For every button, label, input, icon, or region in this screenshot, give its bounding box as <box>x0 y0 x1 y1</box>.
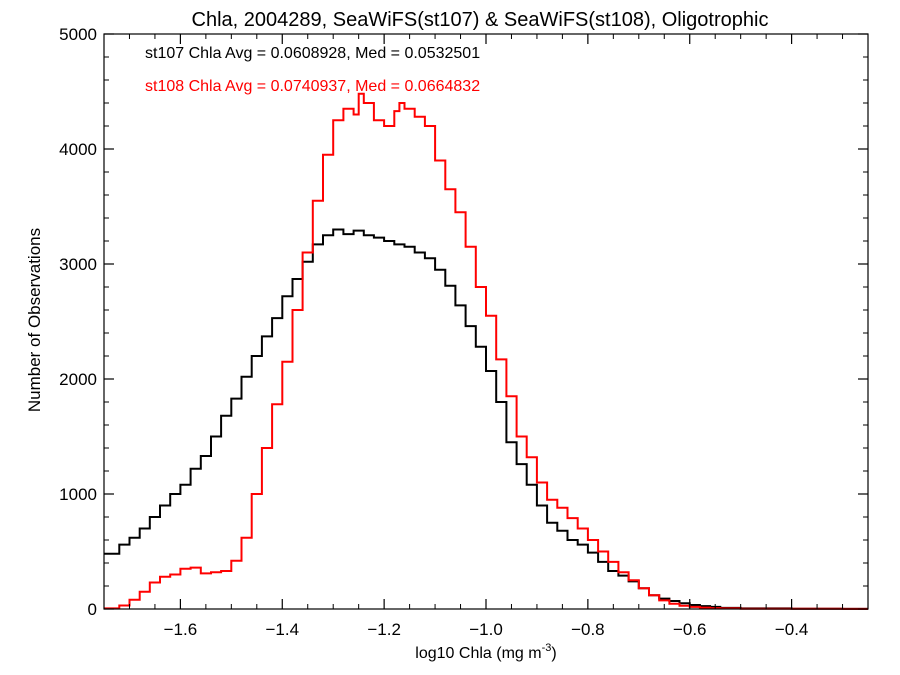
x-tick-label: −1.4 <box>265 620 299 639</box>
x-tick-label: −0.8 <box>571 620 605 639</box>
annotation-st107: st107 Chla Avg = 0.0608928, Med = 0.0532… <box>145 45 480 62</box>
x-tick-label: −1.0 <box>469 620 503 639</box>
series-line-st108 <box>104 92 868 610</box>
y-tick-label: 0 <box>88 600 97 619</box>
axis-labels: −1.6 −1.4 −1.2 −1.0 −0.8 −0.6 −0.4 0 1000 2000 300… <box>25 25 869 662</box>
plot-area <box>104 92 868 610</box>
annotations: st107 Chla Avg = 0.0608928, Med = 0.0532… <box>145 45 480 95</box>
x-tick-label: −1.6 <box>164 620 198 639</box>
y-tick-label: 4000 <box>59 140 97 159</box>
y-tick-label: 3000 <box>59 255 97 274</box>
x-tick-label: −0.4 <box>775 620 809 639</box>
annotation-st108: st108 Chla Avg = 0.0740937, Med = 0.0664… <box>145 78 480 95</box>
y-axis-label: Number of Observations <box>25 228 44 412</box>
x-axis-label-superscript: -3 <box>542 642 552 654</box>
x-axis-label: log10 Chla (mg m-3) <box>415 642 556 662</box>
y-tick-label: 1000 <box>59 485 97 504</box>
x-axis-label-text: log10 Chla (mg m <box>415 645 541 662</box>
y-tick-label: 2000 <box>59 370 97 389</box>
x-axis-label-tail: ) <box>551 645 556 662</box>
chart-title: Chla, 2004289, SeaWiFS(st107) & SeaWiFS(… <box>192 9 769 31</box>
x-tick-label: −0.6 <box>673 620 707 639</box>
x-tick-label: −1.2 <box>367 620 401 639</box>
y-tick-label: 5000 <box>59 25 97 44</box>
